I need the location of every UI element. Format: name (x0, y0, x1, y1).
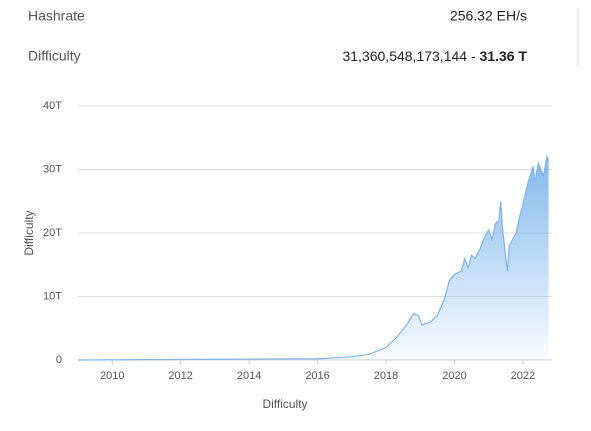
x-tick-label: 2022 (511, 370, 535, 382)
y-tick-label: 20T (43, 227, 62, 239)
x-tick-label: 2010 (100, 370, 124, 382)
x-axis-label: Difficulty (262, 397, 307, 411)
stat-value-short: 31.36 T (480, 48, 528, 64)
separator: - (471, 48, 476, 64)
x-tick-label: 2012 (168, 370, 192, 382)
y-tick-label: 0 (56, 354, 62, 366)
y-tick-label: 30T (43, 163, 62, 175)
x-tick-label: 2016 (305, 370, 329, 382)
stat-value-full: 31,360,548,173,144 (342, 48, 467, 64)
stat-value: 256.32 EH/s (450, 8, 527, 24)
y-tick-label: 40T (43, 100, 62, 112)
x-tick-label: 2018 (374, 370, 398, 382)
stat-label: Hashrate (28, 8, 85, 24)
y-tick-label: 10T (43, 290, 62, 302)
area (78, 156, 549, 360)
x-tick-label: 2014 (237, 370, 261, 382)
line (77, 154, 550, 361)
chart: 0 10T 20T 30T 40T 2010 2012 2014 2016 2018 2020 202… (43, 100, 552, 382)
stat-label: Difficulty (28, 48, 81, 64)
x-tick-label: 2020 (442, 370, 466, 382)
y-axis-label: Difficulty (22, 210, 36, 255)
stat-value: 31,360,548,173,144 - 31.36 T (342, 48, 527, 64)
